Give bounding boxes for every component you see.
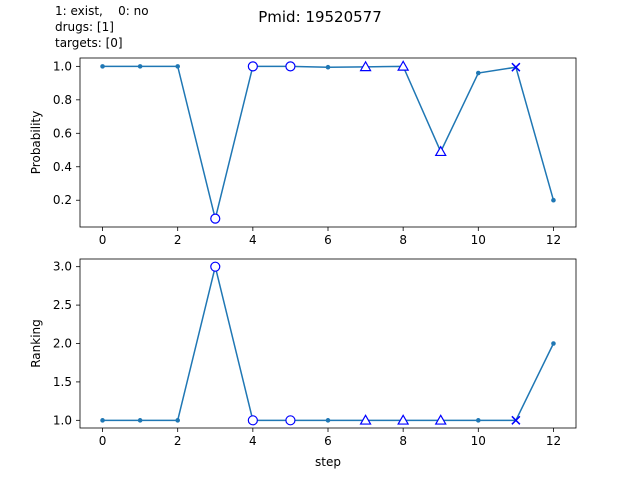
panel1-xtick-label: 6 (324, 233, 332, 247)
panel2-point (100, 418, 105, 423)
panel2-ytick-label: 2.0 (53, 337, 72, 351)
panel1-xtick-label: 8 (399, 233, 407, 247)
panel1-point (175, 64, 180, 69)
panel2-point-triangle (397, 414, 410, 425)
panel2-point-circle (210, 261, 221, 272)
panel1-point-circle (210, 213, 221, 224)
legend-note-exist: 1: exist, 0: no (55, 4, 149, 18)
legend-note-targets: targets: [0] (55, 36, 123, 50)
panel2-point (476, 418, 481, 423)
panel1-point (551, 197, 556, 203)
panel2-xlabel: step (315, 455, 341, 469)
panel1-point-circle (247, 61, 258, 72)
panel1-xtick-label: 10 (471, 233, 486, 247)
panel1-series-line (102, 65, 555, 219)
panel1-point-triangle (359, 60, 372, 72)
panel2-xtick-label: 0 (99, 434, 107, 448)
panel1-ytick-label: 0.2 (53, 193, 72, 207)
panel1-ytick-label: 0.8 (53, 93, 72, 107)
panel2-point-circle (285, 415, 296, 426)
panel2-point-x (511, 415, 521, 425)
panel2-xtick-label: 4 (249, 434, 257, 448)
panel2-point (137, 418, 143, 423)
legend-note-drugs: drugs: [1] (55, 20, 114, 34)
panel1-point (325, 64, 331, 70)
panel2-xtick-label: 8 (399, 434, 407, 448)
panel1-xtick-label: 2 (174, 233, 182, 247)
panel1-xtick-label: 4 (249, 233, 257, 247)
panel2-point-circle (247, 415, 258, 426)
panel2-xtick-label: 10 (471, 434, 486, 448)
panel2-point (325, 418, 331, 423)
panel1-ytick-label: 0.4 (53, 160, 72, 174)
panel2-ytick-label: 3.0 (53, 260, 72, 274)
panel1-point-x (511, 62, 521, 72)
panel2-xtick-label: 12 (546, 434, 561, 448)
panel2-ytick-label: 2.5 (53, 298, 72, 312)
panel2-ytick-label: 1.0 (53, 413, 72, 427)
panel1-ytick-label: 0.6 (53, 126, 72, 140)
panel2-xtick-label: 6 (324, 434, 332, 448)
panel2-axes-frame (79, 258, 577, 429)
panel2-series-line (102, 266, 555, 422)
panel1-point-triangle (397, 60, 410, 71)
panel2-point-triangle (434, 414, 447, 425)
panel1-point (137, 64, 143, 69)
panel1-point-triangle (434, 145, 447, 157)
panel1-axes-frame (79, 57, 577, 228)
chart-title: Pmid: 19520577 (258, 8, 382, 26)
panel1-xtick-label: 0 (99, 233, 107, 247)
panel2-point (175, 418, 180, 423)
panel2-point (551, 341, 556, 346)
panel1-point (476, 70, 481, 76)
panel2-ytick-label: 1.5 (53, 375, 72, 389)
panel1-xtick-label: 12 (546, 233, 561, 247)
panel1-ylabel: Probability (29, 111, 43, 174)
panel1-point (100, 64, 105, 69)
panel1-ytick-label: 1.0 (53, 59, 72, 73)
panel2-ylabel: Ranking (29, 319, 43, 368)
panel2-point-triangle (359, 414, 372, 425)
panel1-point-circle (285, 61, 296, 72)
panel2-xtick-label: 2 (174, 434, 182, 448)
